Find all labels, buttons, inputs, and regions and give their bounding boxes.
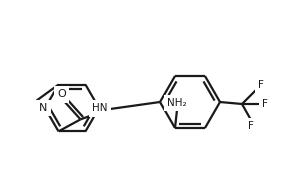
Text: F: F [262,99,268,109]
Text: N: N [39,103,47,113]
Text: F: F [258,80,264,90]
Text: H: H [100,103,107,113]
Text: F: F [248,121,254,131]
Text: NH₂: NH₂ [167,98,187,108]
Text: HN: HN [92,103,107,113]
Text: O: O [57,89,66,99]
